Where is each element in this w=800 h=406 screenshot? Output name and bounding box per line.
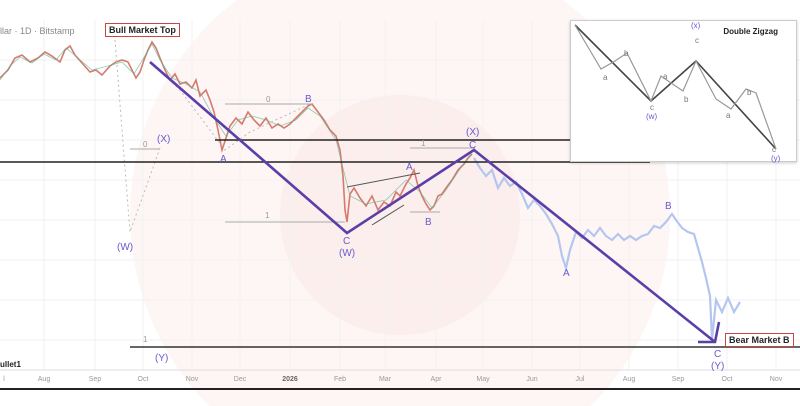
x-tick-label: Sep (88, 376, 102, 383)
x-tick-label: Dec (233, 376, 247, 383)
double-zigzag-inset: Double Zigzag a b c (w) a b (x) c a b c (y) (570, 20, 797, 163)
wave-label: B (665, 201, 672, 212)
inset-wave-label: c (695, 36, 699, 45)
inset-wave-label: a (726, 111, 731, 120)
wave-label: A (220, 154, 227, 165)
x-tick-label: Nov (185, 376, 199, 383)
wave-projection-path (149, 61, 716, 344)
inset-title: Double Zigzag (723, 27, 778, 36)
x-tick-label: Aug (622, 376, 636, 383)
dotted-wave-guides (114, 39, 311, 233)
wave-label: C (343, 236, 351, 247)
bull-market-top-label: Bull Market Top (105, 23, 180, 37)
inset-wave-label: c (650, 103, 654, 112)
price-line-projection (473, 157, 741, 341)
inset-wave-label: b (684, 95, 689, 104)
wave-label: (Y) (155, 353, 169, 364)
x-tick-label: 2026 (282, 376, 298, 383)
x-tick-label: Sep (671, 376, 685, 383)
wave-label: B (425, 217, 432, 228)
x-tick-label: Oct (721, 376, 733, 383)
fib-label: 0 (266, 95, 271, 104)
wave-label: (X) (466, 127, 480, 138)
fib-range-lines (130, 103, 475, 223)
bear-market-bottom-label: Bear Market B (725, 333, 794, 347)
inset-wave-label: b (624, 49, 629, 58)
arrowhead-icon (698, 321, 721, 344)
wave-label: (W) (117, 242, 134, 253)
inset-wave-label: c (772, 145, 776, 154)
inset-diagram (574, 24, 777, 150)
author-name: ullet1 (0, 360, 21, 369)
fib-label: 1 (143, 335, 148, 344)
x-tick-label: l (3, 376, 5, 383)
x-tick-label: May (476, 376, 490, 383)
x-tick-label: Oct (137, 376, 149, 383)
inset-wave-label: (w) (646, 112, 658, 121)
wave-label: (W) (339, 248, 356, 259)
wave-label: C (469, 140, 477, 151)
fib-label: 1 (265, 211, 270, 220)
bottom-border (0, 388, 800, 390)
wave-label: (X) (157, 134, 171, 145)
watermark-circle (130, 0, 670, 406)
wave-label: A (406, 162, 413, 173)
wave-label: B (305, 94, 312, 105)
inset-wave-label: (y) (771, 154, 781, 163)
chart-title: llar · 1D · Bitstamp (0, 26, 75, 36)
x-tick-label: Feb (333, 376, 347, 383)
wave-label: A (563, 268, 570, 279)
price-line-history (0, 40, 473, 223)
wave-label: C (714, 349, 722, 360)
inset-wave-label: (x) (691, 21, 701, 30)
x-tick-label: Jun (526, 376, 538, 383)
watermark-logo (280, 95, 520, 335)
x-tick-label: Jul (575, 376, 585, 383)
triangle-trendlines (346, 172, 421, 226)
x-tick-label: Aug (37, 376, 51, 383)
inset-wave-label: b (747, 88, 752, 97)
x-tick-label: Mar (378, 376, 392, 383)
inset-wave-label: a (603, 73, 608, 82)
fib-label: 0 (143, 140, 148, 149)
inset-wave-label: a (663, 72, 668, 81)
wave-label: (Y) (711, 361, 725, 372)
x-tick-label: Apr (430, 376, 442, 383)
fib-label: 1 (421, 139, 426, 148)
x-tick-label: Nov (769, 376, 783, 383)
